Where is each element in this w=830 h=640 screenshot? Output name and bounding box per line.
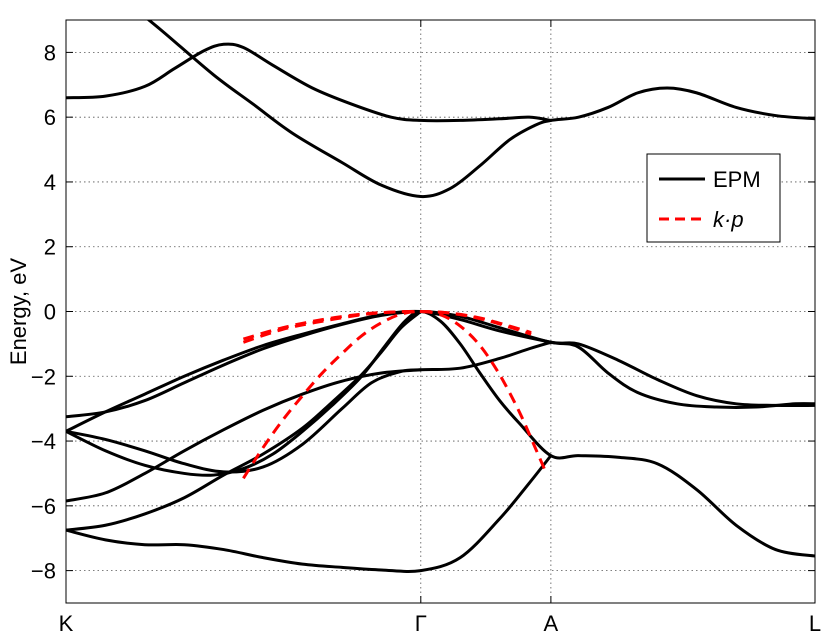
x-tick-label-1: Γ [415,611,427,636]
y-tick-label-7: 6 [44,105,56,130]
y-tick-label-8: 8 [44,40,56,65]
y-tick-label-4: 0 [44,300,56,325]
legend-box [646,153,781,243]
x-tick-label-3: L [809,611,821,636]
y-tick-label-3: −2 [31,364,56,389]
legend-label-epm: EPM [713,167,761,192]
y-tick-labels: −8 −6 −4 −2 0 2 4 6 8 [31,40,56,583]
x-tick-label-0: K [59,611,74,636]
y-tick-label-0: −8 [31,559,56,584]
epm-band-line-1 [66,42,553,123]
epm-band-line-5 [66,340,553,474]
epm-band-line-8 [66,454,553,573]
epm-band-line-4 [66,310,815,558]
series-lines [66,20,815,573]
legend: EPM k·p [646,153,781,243]
epm-band-line-0 [146,20,815,199]
y-tick-label-2: −4 [31,429,56,454]
axis-ticks [65,20,816,603]
y-tick-label-5: 2 [44,235,56,260]
legend-label-kp: k·p [713,207,744,232]
y-tick-label-1: −6 [31,494,56,519]
y-axis-label: Energy, eV [6,258,31,366]
epm-band-line-7 [66,310,423,532]
kp-band-line-11 [242,309,547,480]
x-tick-label-2: A [544,611,559,636]
y-tick-label-6: 4 [44,170,56,195]
epm-band-line-3 [66,309,815,433]
